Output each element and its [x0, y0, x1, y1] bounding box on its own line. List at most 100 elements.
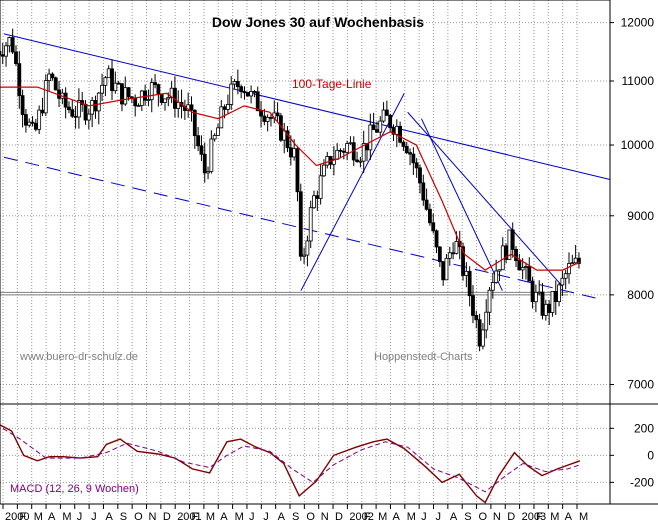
candle-body: [454, 241, 459, 254]
candle-body: [139, 90, 144, 106]
candle-body: [96, 92, 101, 112]
candle-body: [510, 229, 515, 250]
candle-body: [384, 109, 389, 116]
candle-body: [401, 141, 406, 147]
month-tick-label: 2002: [349, 511, 373, 523]
candle-body: [421, 182, 426, 201]
price-tick-label: 11000: [622, 74, 655, 88]
candle-body: [192, 109, 197, 137]
candle-body: [368, 124, 373, 151]
candle-body: [567, 263, 571, 275]
candle-body: [437, 246, 442, 263]
candle-body: [166, 97, 171, 100]
candle-body: [153, 82, 157, 86]
candle-body: [163, 98, 167, 103]
candle-body: [308, 207, 313, 242]
candle-body: [235, 81, 240, 88]
candle-body: [232, 81, 237, 85]
candle-body: [295, 148, 300, 193]
candle-body: [474, 315, 479, 321]
price-tick-label: 12000: [621, 16, 655, 30]
candle-body: [73, 115, 78, 118]
candle-body: [14, 51, 18, 65]
month-tick-label: J: [263, 511, 269, 523]
candle-body: [275, 112, 280, 117]
price-tick-label: 10000: [621, 138, 655, 152]
candle-body: [530, 280, 535, 303]
candle-body: [527, 266, 532, 282]
month-tick-label: M: [579, 511, 588, 523]
month-tick-label: O: [479, 511, 488, 523]
month-tick-label: M: [378, 511, 387, 523]
candle-body: [63, 92, 68, 108]
candle-body: [202, 153, 207, 174]
month-tick-label: F: [192, 511, 199, 523]
month-tick-label: M: [62, 511, 71, 523]
candle-body: [0, 54, 5, 57]
candle-body: [381, 109, 386, 122]
candle-body: [315, 195, 320, 199]
candle-body: [494, 270, 499, 283]
candle-body: [361, 143, 366, 162]
candle-body: [514, 249, 518, 261]
candle-body: [414, 162, 419, 169]
candle-body: [199, 145, 204, 155]
candle-body: [302, 254, 306, 257]
candle-body: [209, 138, 214, 172]
candle-body: [451, 252, 456, 255]
candle-body: [133, 97, 138, 107]
candle-body: [550, 291, 555, 313]
candle-body: [464, 270, 469, 276]
candle-body: [424, 199, 429, 210]
candle-body: [431, 222, 436, 232]
candle-body: [120, 83, 124, 105]
candle-body: [30, 121, 35, 124]
candle-body: [146, 99, 151, 102]
candle-body: [371, 124, 376, 131]
candle-body: [20, 95, 25, 115]
candle-body: [259, 110, 263, 117]
month-tick-label: M: [206, 511, 215, 523]
month-tick-label: 2001: [177, 511, 201, 523]
candle-body: [285, 130, 290, 149]
candle-body: [500, 245, 505, 271]
candle-body: [477, 319, 482, 347]
candle-body: [497, 269, 502, 272]
candle-body: [47, 73, 51, 82]
candle-body: [418, 167, 422, 184]
month-tick-label: J: [249, 511, 255, 523]
candle-body: [540, 291, 545, 316]
candle-body: [24, 114, 28, 126]
upper-trendline: [3, 33, 611, 180]
candle-body: [239, 86, 244, 93]
provider-label: Hoppenstedt-Charts: [374, 351, 473, 363]
candle-body: [10, 37, 15, 53]
candle-body: [524, 266, 528, 268]
candle-body: [113, 82, 118, 92]
candle-body: [570, 262, 575, 265]
candle-body: [7, 37, 12, 47]
candle-body: [355, 159, 359, 162]
macd-signal-line: [0, 426, 581, 493]
chart-labels: Dow Jones 30 auf Wochenbasis 100-Tage-Li…: [10, 14, 473, 495]
price-tick-label: 7000: [627, 378, 654, 392]
candle-body: [441, 261, 446, 281]
month-tick-label: A: [450, 511, 458, 523]
candle-body: [560, 277, 565, 286]
candle-body: [149, 82, 154, 101]
month-tick-label: M: [550, 511, 559, 523]
candle-body: [533, 291, 538, 303]
month-tick-label: A: [565, 511, 573, 523]
candle-body: [156, 84, 161, 95]
price-tick-label: 9000: [627, 209, 654, 223]
candle-body: [298, 191, 303, 257]
candle-body: [394, 125, 399, 135]
candle-body: [487, 289, 492, 313]
month-tick-label: O: [306, 511, 315, 523]
candle-body: [288, 147, 293, 158]
month-tick-label: S: [120, 511, 127, 523]
candle-body: [159, 94, 164, 103]
candle-body: [341, 150, 346, 153]
candle-body: [312, 195, 316, 209]
